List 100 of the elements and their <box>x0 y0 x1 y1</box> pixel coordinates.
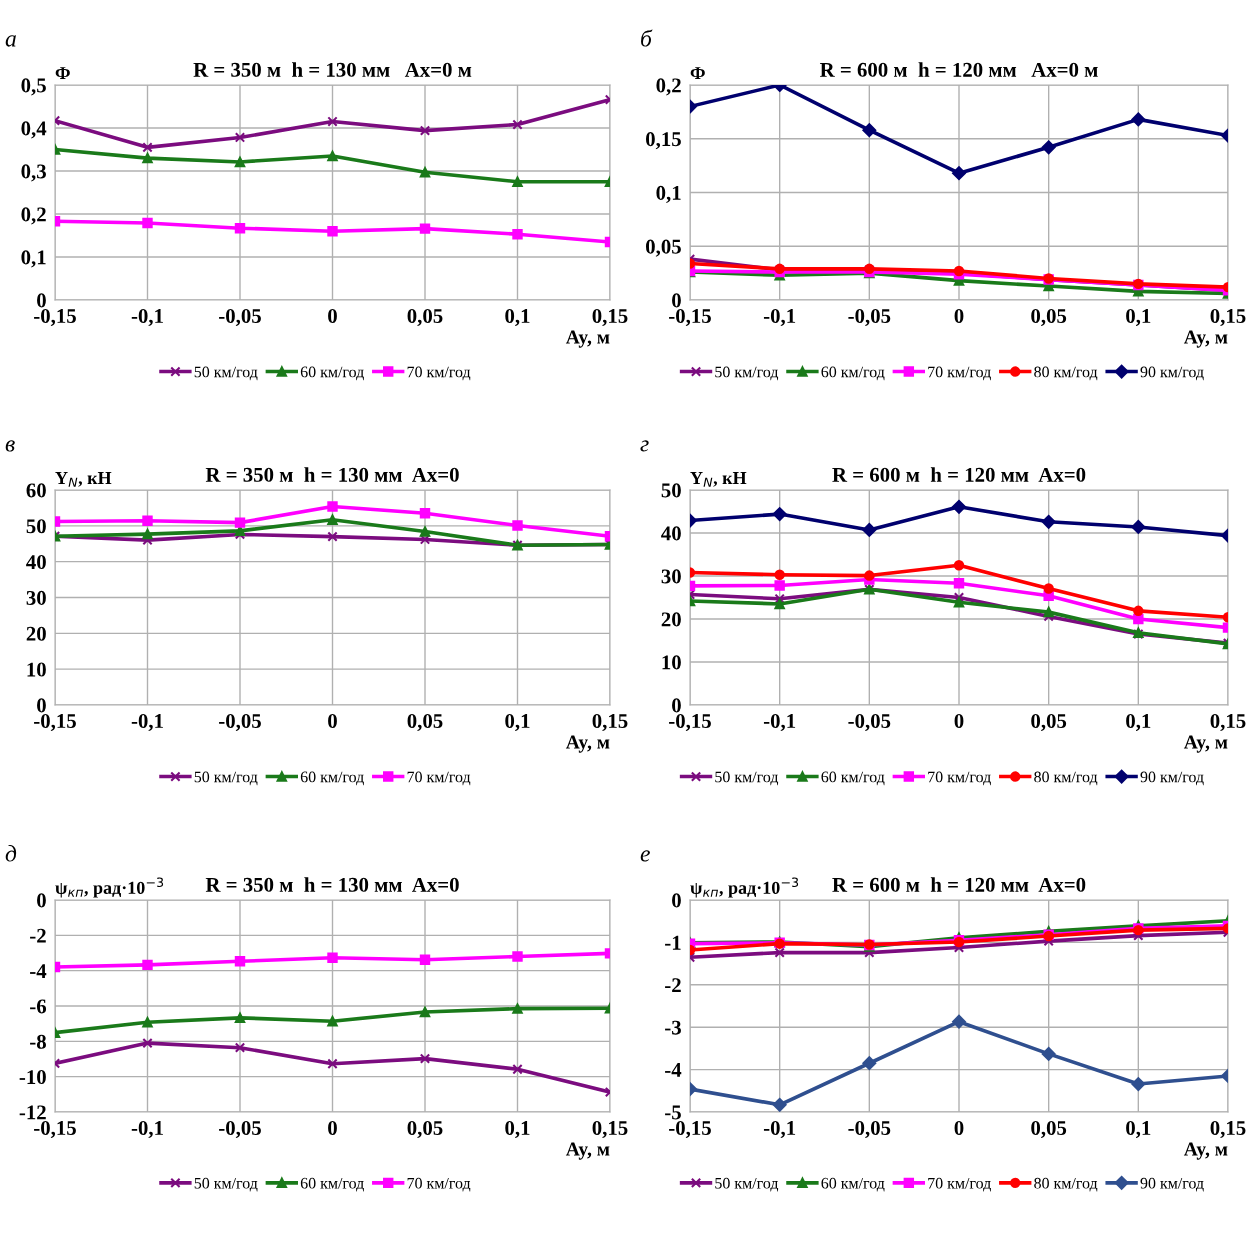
x-tick-label: -0,1 <box>131 308 163 327</box>
x-tick-label: 0 <box>954 713 964 728</box>
legend-label: 60 км/год <box>821 366 885 381</box>
x-tick-label: 0,1 <box>505 308 530 327</box>
x-tick-label: -0,15 <box>34 308 76 327</box>
y-tick-label: 10 <box>662 655 681 670</box>
legend-label: 70 км/год <box>928 771 991 786</box>
y-axis-title: ψ$_{кп}$, рад·10$^{−3}$ <box>690 877 799 898</box>
y-tick-label: 0 <box>672 293 681 308</box>
x-axis-title: Ay, м <box>1183 330 1228 348</box>
x-tick-label: -0,05 <box>219 308 261 327</box>
x-tick-label: 0,15 <box>1210 713 1246 732</box>
y-axis-title: Ф <box>690 67 705 79</box>
legend-label: 60 км/год <box>821 1177 885 1192</box>
y-tick-label: 0,1 <box>656 185 681 203</box>
x-tick-label: 0,05 <box>407 713 443 732</box>
y-tick-label: 30 <box>661 569 681 584</box>
legend-label: 70 км/год <box>928 366 991 381</box>
x-tick-label: -0,05 <box>848 1120 891 1139</box>
chart-title: R = 350 м h = 130 мм Ax=0 <box>205 467 459 482</box>
text: а <box>5 35 16 47</box>
legend-label: 80 км/год <box>1034 366 1098 381</box>
y-tick-label: -1 <box>665 935 681 950</box>
y-tick-label: 40 <box>26 555 46 570</box>
x-tick-label: 0 <box>328 1120 337 1135</box>
chart-title: R = 600 м h = 120 мм Ax=0 м <box>819 62 1098 77</box>
x-axis-title: Ay, м <box>1183 735 1228 753</box>
y-tick-label: -3 <box>665 1020 681 1035</box>
legend-label: 60 км/год <box>300 1177 364 1192</box>
legend-label: 70 км/год <box>407 366 471 381</box>
y-tick-label: 40 <box>661 526 681 541</box>
y-tick-label: 0,2 <box>656 78 681 96</box>
y-tick-label: 0 <box>672 893 681 908</box>
legend-label: 50 км/год <box>715 771 779 786</box>
x-tick-label: -0,15 <box>34 713 76 732</box>
x-tick-label: 0,05 <box>407 1120 443 1139</box>
x-tick-label: 0,15 <box>592 1120 628 1139</box>
y-tick-label: 0,5 <box>21 78 46 96</box>
legend-label: 80 км/год <box>1034 771 1098 786</box>
legend-label: 50 км/год <box>194 366 258 381</box>
x-tick-label: 0,15 <box>592 308 628 327</box>
y-tick-label: 0,3 <box>21 164 46 182</box>
x-tick-label: 0,15 <box>592 713 628 732</box>
x-tick-label: -0,15 <box>34 1120 76 1139</box>
x-tick-label: 0,1 <box>505 1120 530 1139</box>
x-tick-label: -0,15 <box>669 1120 711 1139</box>
x-tick-label: -0,05 <box>219 713 261 732</box>
x-tick-label: 0,15 <box>1210 308 1246 327</box>
x-tick-label: 0,05 <box>1031 1120 1067 1139</box>
y-tick-label: 0 <box>37 293 46 308</box>
x-tick-label: 0,05 <box>1031 308 1067 327</box>
chart-title: R = 600 м h = 120 мм Ax=0 <box>832 467 1086 482</box>
y-tick-label: -4 <box>665 1063 682 1077</box>
y-axis-title: ψ$_{кп}$, рад·10$^{−3}$ <box>55 877 164 898</box>
text: в <box>5 440 15 452</box>
x-tick-label: -0,1 <box>763 308 796 327</box>
legend-label: 50 км/год <box>194 771 258 786</box>
y-tick-label: 60 <box>26 483 46 498</box>
x-tick-label: -0,05 <box>219 1120 261 1139</box>
legend-label: 70 км/год <box>407 771 471 786</box>
y-tick-label: 20 <box>26 626 46 641</box>
x-tick-label: 0,05 <box>1031 713 1067 732</box>
legend-label: 50 км/год <box>715 366 779 381</box>
x-tick-label: 0,1 <box>505 713 530 732</box>
x-tick-label: 0,1 <box>1126 308 1151 327</box>
x-tick-label: -0,1 <box>763 1120 796 1139</box>
y-axis-title: Y$_{N}$, кН <box>55 472 112 487</box>
x-tick-label: -0,1 <box>763 713 796 732</box>
x-tick-label: 0,1 <box>1126 1120 1151 1139</box>
x-axis-title: Ay, м <box>565 1142 610 1160</box>
text: г <box>640 440 649 452</box>
legend-label: 60 км/год <box>300 366 364 381</box>
chart-title: R = 350 м h = 130 мм Ax=0 м <box>193 62 472 77</box>
y-tick-label: 0 <box>672 698 681 713</box>
y-tick-label: 0 <box>37 893 46 908</box>
y-tick-label: -10 <box>19 1070 46 1085</box>
y-tick-label: 30 <box>26 590 46 605</box>
x-tick-label: 0 <box>328 713 337 728</box>
x-tick-label: 0 <box>954 308 964 323</box>
x-axis-title: Ay, м <box>1183 1142 1228 1160</box>
legend-label: 60 км/год <box>821 771 885 786</box>
x-tick-label: 0 <box>954 1120 964 1135</box>
text: е <box>640 850 650 862</box>
y-tick-label: -6 <box>30 999 47 1014</box>
y-tick-label: 0,05 <box>646 239 681 257</box>
legend-label: 70 км/год <box>407 1177 471 1192</box>
legend-label: 60 км/год <box>300 771 364 786</box>
y-tick-label: 0,15 <box>646 132 681 150</box>
y-tick-label: -5 <box>665 1105 681 1120</box>
y-axis-title: Y$_{N}$, кН <box>690 472 747 487</box>
y-tick-label: -8 <box>30 1034 46 1049</box>
y-tick-label: 0,1 <box>21 250 46 268</box>
y-tick-label: -12 <box>19 1105 46 1120</box>
y-tick-label: -4 <box>30 964 47 978</box>
x-tick-label: 0,05 <box>407 308 443 327</box>
y-tick-label: -2 <box>665 978 681 993</box>
y-tick-label: 20 <box>661 612 681 627</box>
legend-label: 90 км/год <box>1140 366 1204 381</box>
y-tick-label: 0,2 <box>21 207 46 225</box>
chart-title: R = 350 м h = 130 мм Ax=0 <box>205 877 459 892</box>
